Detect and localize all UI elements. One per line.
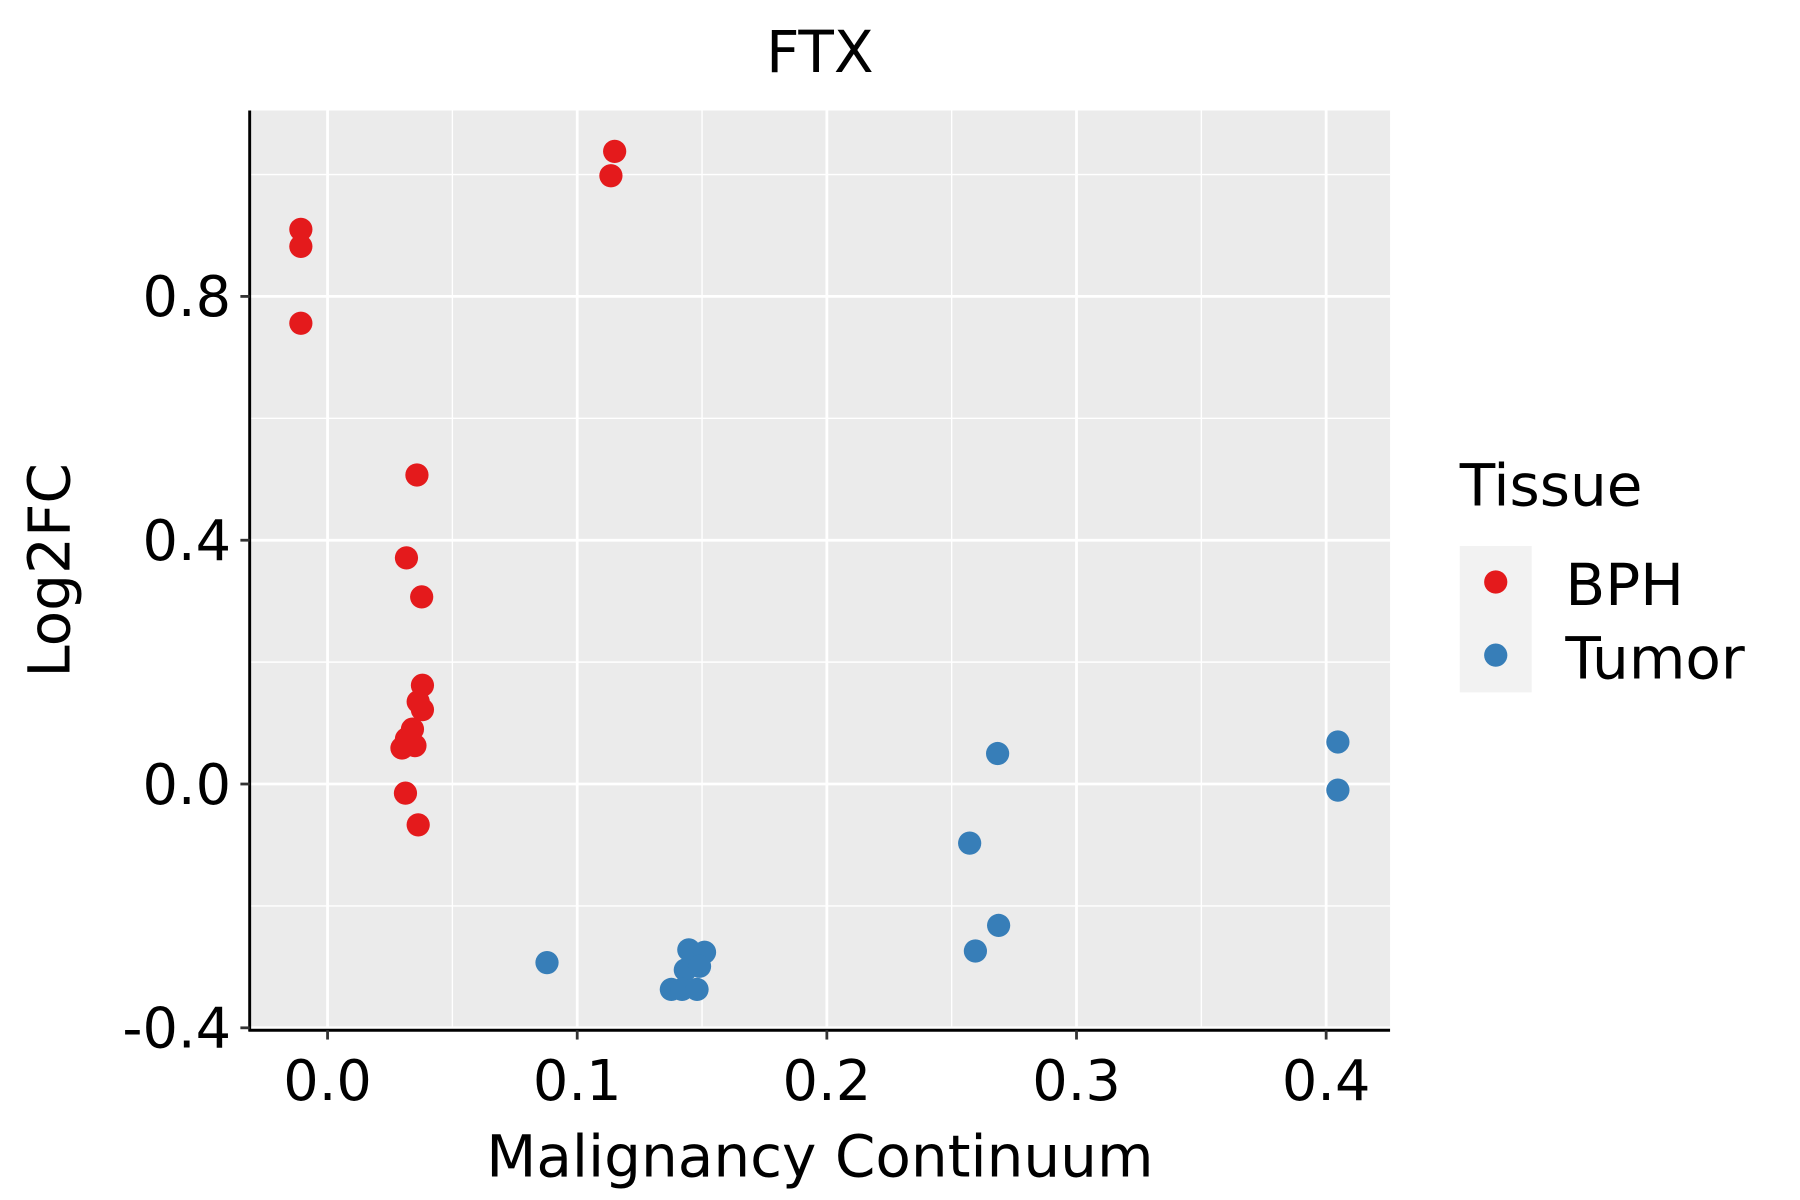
- point-bph: [289, 311, 313, 335]
- point-bph: [390, 736, 414, 760]
- y-tick-label: 0.0: [142, 753, 231, 818]
- point-tumor: [987, 913, 1011, 938]
- y-tick-label: 0.4: [142, 509, 231, 574]
- point-bph: [405, 463, 429, 487]
- y-tick-label: 0.8: [142, 265, 231, 330]
- point-bph: [393, 781, 418, 805]
- point-bph: [289, 217, 313, 241]
- point-bph: [406, 813, 430, 837]
- x-tick-label: 0.4: [1282, 1049, 1371, 1114]
- legend: Tissue BPH Tumor: [1459, 451, 1745, 692]
- point-bph: [289, 234, 313, 259]
- point-bph: [394, 546, 419, 570]
- axis-ticks: 0.0 0.1 0.2 0.3 0.4 -0.4 0.0 0.4 0.8: [122, 265, 1370, 1114]
- legend-title: Tissue: [1459, 451, 1643, 519]
- point-tumor: [685, 977, 709, 1002]
- x-tick-label: 0.1: [533, 1049, 622, 1114]
- legend-key-tumor: [1484, 643, 1508, 667]
- point-bph: [410, 585, 434, 609]
- x-axis-label: Malignancy Continuum: [486, 1123, 1153, 1191]
- legend-key-bph: [1484, 570, 1508, 594]
- point-bph: [603, 139, 627, 163]
- point-tumor: [986, 741, 1010, 766]
- legend-label-bph: BPH: [1565, 551, 1683, 619]
- x-tick-label: 0.3: [1032, 1049, 1121, 1114]
- legend-key-bg: [1459, 546, 1532, 693]
- x-tick-label: 0.2: [783, 1049, 872, 1114]
- grid-lines: [249, 110, 1391, 1031]
- x-tick-label: 0.0: [283, 1049, 372, 1114]
- point-bph: [599, 164, 623, 188]
- data-points: [289, 139, 1350, 1002]
- point-tumor: [958, 831, 982, 855]
- y-axis-label: Log2FC: [16, 463, 84, 678]
- point-tumor: [1326, 730, 1350, 754]
- point-tumor: [963, 939, 988, 963]
- legend-label-tumor: Tumor: [1564, 624, 1744, 692]
- point-bph: [410, 698, 435, 722]
- point-tumor: [1326, 778, 1350, 802]
- plot-panel: [249, 110, 1391, 1031]
- point-tumor: [535, 950, 559, 975]
- y-tick-label: -0.4: [122, 997, 231, 1062]
- chart-title: FTX: [766, 18, 874, 86]
- point-tumor: [687, 954, 712, 978]
